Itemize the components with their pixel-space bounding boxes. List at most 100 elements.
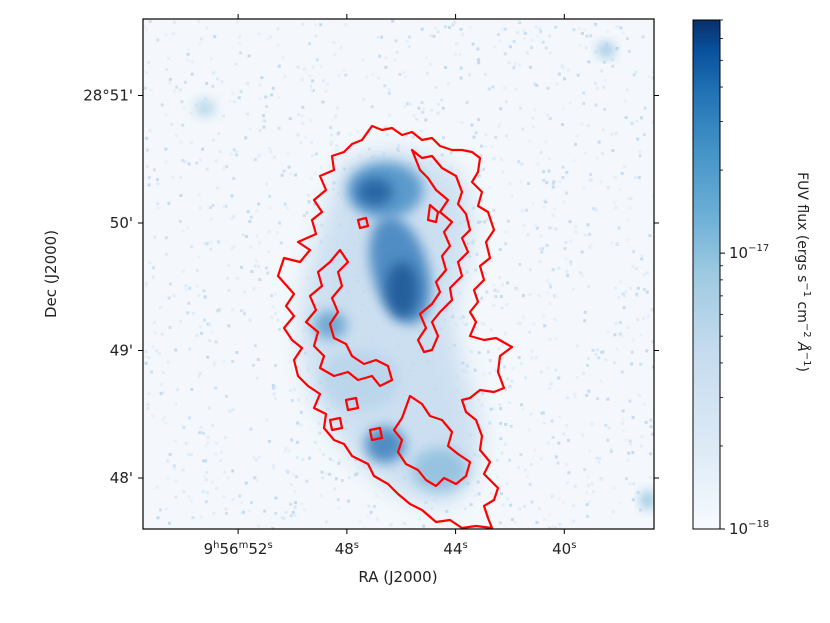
noise-pixel (344, 73, 348, 77)
noise-pixel (504, 242, 508, 246)
noise-pixel (625, 88, 629, 92)
noise-pixel (300, 78, 304, 82)
noise-pixel (147, 183, 151, 187)
noise-pixel (188, 347, 192, 351)
noise-pixel (480, 144, 484, 148)
noise-pixel (342, 68, 346, 72)
noise-pixel (225, 165, 229, 168)
noise-pixel (155, 485, 159, 489)
noise-pixel (575, 344, 579, 348)
noise-pixel (631, 451, 635, 455)
noise-pixel (289, 514, 293, 518)
noise-pixel (535, 521, 539, 524)
noise-pixel (388, 113, 392, 117)
noise-pixel (586, 357, 590, 361)
noise-pixel (354, 473, 357, 477)
noise-pixel (318, 431, 322, 435)
noise-pixel (476, 47, 480, 51)
noise-pixel (199, 158, 203, 162)
noise-pixel (651, 365, 654, 369)
noise-pixel (250, 501, 253, 505)
noise-pixel (499, 407, 503, 411)
noise-pixel (212, 511, 216, 515)
noise-pixel (242, 510, 245, 514)
noise-pixel (641, 35, 645, 39)
noise-pixel (238, 41, 242, 45)
inner-contour-8 (368, 426, 384, 442)
noise-pixel (600, 69, 604, 73)
noise-pixel (422, 524, 426, 528)
noise-pixel (643, 403, 646, 406)
inner-contour-6 (328, 416, 344, 432)
noise-pixel (310, 177, 313, 180)
noise-pixel (621, 429, 625, 433)
noise-pixel (489, 491, 493, 495)
noise-pixel (358, 153, 362, 157)
noise-pixel (493, 288, 497, 292)
noise-pixel (630, 121, 634, 125)
noise-pixel (455, 42, 459, 46)
noise-pixel (268, 206, 272, 209)
noise-pixel (586, 475, 590, 479)
noise-pixel (274, 364, 277, 368)
noise-pixel (235, 153, 239, 157)
noise-pixel (178, 219, 182, 223)
colorbar-label: FUV flux (ergs s−1 cm−2 Å−1) (794, 172, 812, 372)
noise-pixel (582, 102, 586, 105)
noise-pixel (261, 119, 265, 123)
noise-pixel (197, 19, 200, 23)
noise-pixel (403, 105, 407, 108)
noise-pixel (649, 452, 652, 456)
noise-pixel (172, 464, 176, 468)
noise-pixel (626, 218, 630, 222)
noise-pixel (365, 75, 369, 79)
noise-pixel (377, 76, 381, 80)
noise-pixel (205, 167, 209, 171)
noise-pixel (522, 224, 526, 227)
noise-pixel (241, 309, 245, 312)
noise-pixel (595, 86, 599, 90)
noise-pixel (506, 219, 510, 223)
noise-pixel (496, 289, 500, 293)
noise-pixel (475, 252, 479, 256)
noise-pixel (229, 152, 233, 156)
noise-pixel (271, 384, 275, 387)
noise-pixel (288, 338, 291, 342)
noise-pixel (385, 133, 389, 137)
noise-pixel (211, 424, 215, 427)
noise-pixel (280, 516, 284, 520)
noise-pixel (203, 475, 207, 479)
noise-pixel (222, 166, 226, 170)
noise-pixel (296, 421, 300, 425)
inner-contour-3 (392, 394, 472, 488)
noise-pixel (188, 286, 192, 290)
noise-pixel (394, 39, 398, 43)
noise-pixel (652, 120, 654, 124)
noise-pixel (509, 424, 513, 428)
noise-pixel (495, 458, 499, 462)
noise-pixel (305, 396, 309, 400)
image-panel (142, 18, 655, 530)
noise-pixel (408, 35, 412, 39)
noise-pixel (553, 318, 557, 322)
noise-pixel (291, 341, 294, 345)
noise-pixel (557, 376, 561, 380)
noise-pixel (199, 515, 203, 519)
noise-pixel (300, 114, 304, 118)
noise-pixel (500, 157, 504, 161)
noise-pixel (199, 325, 203, 329)
noise-pixel (228, 409, 232, 413)
noise-pixel (507, 61, 511, 65)
noise-pixel (204, 444, 208, 448)
noise-pixel (610, 241, 614, 245)
noise-pixel (147, 392, 151, 396)
noise-pixel (498, 521, 502, 525)
noise-pixel (434, 26, 438, 30)
noise-pixel (647, 74, 651, 78)
noise-pixel (198, 42, 202, 46)
noise-pixel (638, 150, 642, 154)
noise-pixel (525, 208, 529, 212)
noise-pixel (201, 489, 205, 493)
noise-pixel (649, 475, 653, 479)
noise-pixel (257, 524, 261, 528)
